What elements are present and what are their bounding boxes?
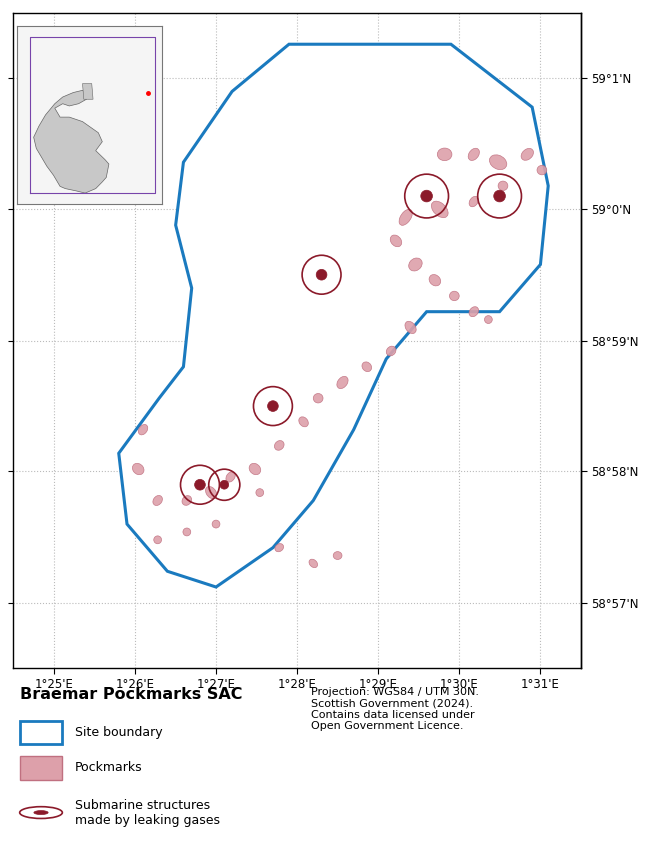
Ellipse shape [226,471,235,482]
Ellipse shape [405,322,416,334]
Ellipse shape [490,155,507,169]
Text: Site boundary: Site boundary [75,726,162,739]
Ellipse shape [133,463,144,475]
Ellipse shape [153,495,162,505]
Text: Submarine structures
made by leaking gases: Submarine structures made by leaking gas… [75,798,220,826]
Ellipse shape [498,181,508,191]
Ellipse shape [362,362,372,372]
Ellipse shape [469,197,478,207]
Ellipse shape [309,559,317,568]
Ellipse shape [220,480,228,489]
Ellipse shape [316,270,327,280]
Ellipse shape [256,488,264,496]
Ellipse shape [399,209,412,226]
Ellipse shape [333,551,342,559]
Ellipse shape [494,191,506,202]
Ellipse shape [438,148,452,161]
Ellipse shape [468,148,479,161]
Ellipse shape [139,425,148,435]
Polygon shape [82,83,93,100]
Ellipse shape [421,191,432,202]
Ellipse shape [484,316,492,323]
Ellipse shape [521,148,533,160]
Ellipse shape [449,291,459,300]
Ellipse shape [183,528,191,536]
Circle shape [34,811,48,814]
Ellipse shape [154,536,162,544]
Ellipse shape [469,306,478,317]
FancyBboxPatch shape [20,721,62,744]
Text: Pockmarks: Pockmarks [75,762,143,774]
Ellipse shape [275,441,284,450]
Ellipse shape [299,417,308,427]
Ellipse shape [205,487,216,499]
Ellipse shape [386,346,396,356]
Ellipse shape [195,479,205,490]
Polygon shape [119,44,548,587]
Ellipse shape [182,495,191,505]
Ellipse shape [390,235,402,247]
Ellipse shape [432,201,448,218]
Ellipse shape [267,401,279,411]
Ellipse shape [275,544,284,551]
Text: Projection: WGS84 / UTM 30N.
Scottish Government (2024).
Contains data licensed : Projection: WGS84 / UTM 30N. Scottish Go… [311,687,478,731]
Ellipse shape [314,393,323,403]
Ellipse shape [337,376,348,389]
Text: Braemar Pockmarks SAC: Braemar Pockmarks SAC [20,687,242,701]
FancyBboxPatch shape [20,757,62,780]
Ellipse shape [409,258,422,271]
Ellipse shape [212,520,220,528]
Ellipse shape [249,463,261,475]
Polygon shape [34,90,109,193]
Ellipse shape [429,275,441,286]
Ellipse shape [537,165,546,174]
